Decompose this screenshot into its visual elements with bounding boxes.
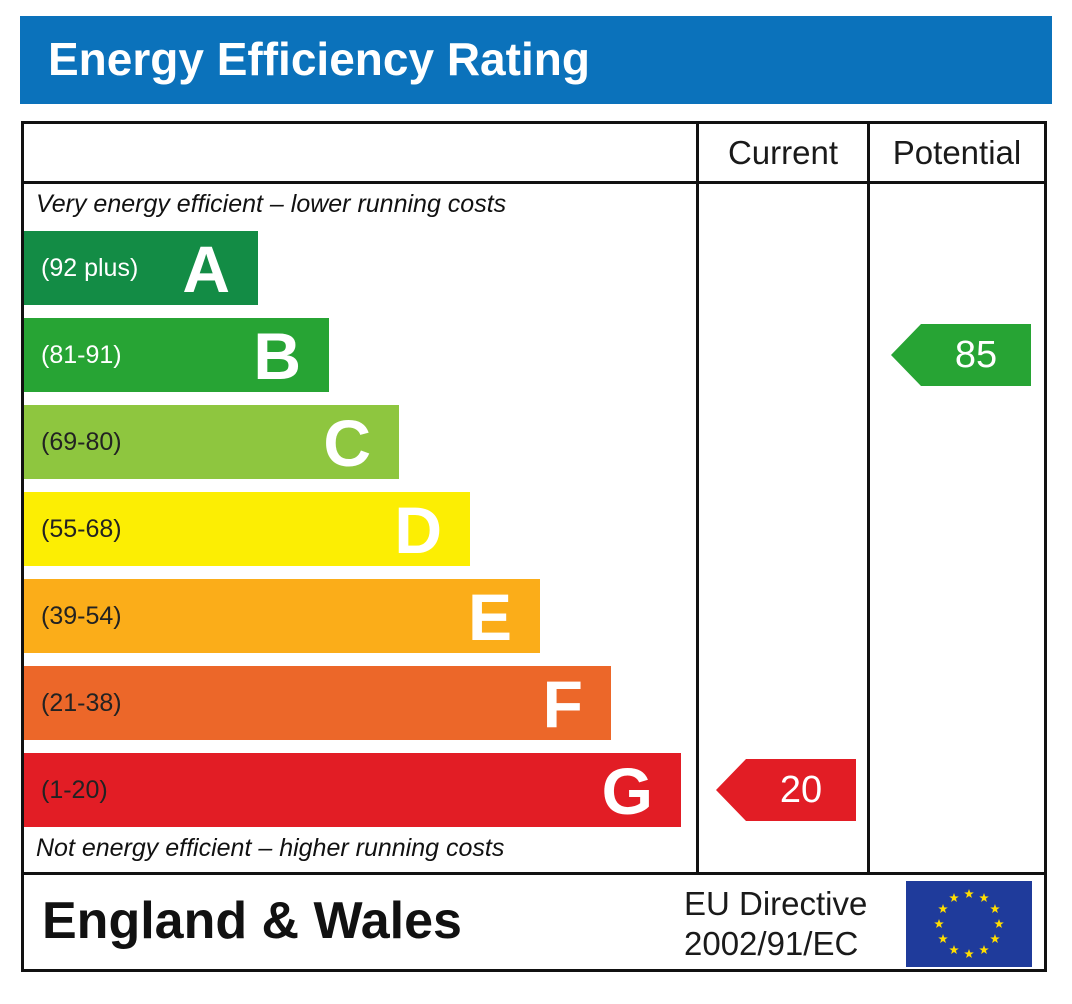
eu-star-icon: [938, 904, 948, 914]
band-a: (92 plus) A: [24, 231, 258, 306]
header-row-divider: [21, 181, 1047, 184]
potential-rating-marker-value: 85: [954, 334, 998, 376]
header-bar: Energy Efficiency Rating: [20, 16, 1052, 104]
band-range-label: (69-80): [41, 428, 122, 456]
eu-flag-icon: [906, 881, 1032, 967]
eu-star-icon: [949, 893, 959, 903]
column-header-potential: Potential: [892, 134, 1022, 171]
eu-star-icon: [934, 919, 944, 929]
band-range-label: (81-91): [41, 341, 122, 369]
band-letter: D: [394, 493, 442, 567]
band-range-label: (55-68): [41, 515, 122, 543]
eu-star-icon: [964, 949, 974, 959]
current-rating-marker-value: 20: [779, 769, 823, 811]
band-letter: E: [467, 580, 512, 654]
band-b: (81-91) B: [24, 318, 329, 393]
caption-efficient: Very energy efficient – lower running co…: [36, 190, 507, 218]
column-header-current: Current: [727, 134, 839, 171]
band-letter: B: [253, 319, 301, 393]
eu-star-icon: [964, 889, 974, 899]
band-letter: G: [601, 754, 653, 828]
band-range-label: (21-38): [41, 689, 122, 717]
current-rating-marker-arrow: [716, 759, 856, 821]
current-rating-marker: 20: [716, 759, 856, 821]
page-title: Energy Efficiency Rating: [48, 33, 590, 85]
band-letter: C: [323, 406, 371, 480]
band-letter: A: [182, 232, 230, 306]
eu-star-icon: [979, 893, 989, 903]
eu-star-icon: [949, 944, 959, 955]
band-letter: F: [542, 667, 583, 741]
eu-star-icon: [938, 934, 948, 944]
rating-frame: [21, 121, 1047, 972]
directive-line-1: EU Directive: [684, 885, 868, 922]
directive-line-2: 2002/91/EC: [684, 925, 859, 962]
band-d: (55-68) D: [24, 492, 470, 567]
eu-star-icon: [990, 934, 1000, 944]
band-range-label: (39-54): [41, 602, 122, 630]
potential-rating-marker-arrow: [891, 324, 1031, 386]
band-c: (69-80) C: [24, 405, 399, 480]
caption-inefficient: Not energy efficient – higher running co…: [36, 834, 505, 862]
column-divider-left: [696, 121, 699, 875]
eu-directive: EU Directive 2002/91/EC: [684, 884, 867, 964]
band-range-label: (92 plus): [41, 254, 139, 282]
region-label: England & Wales: [42, 892, 462, 950]
band-range-label: (1-20): [41, 776, 108, 804]
band-e: (39-54) E: [24, 579, 540, 654]
band-f: (21-38) F: [24, 666, 611, 741]
potential-rating-marker: 85: [891, 324, 1031, 386]
column-divider-right: [867, 121, 870, 875]
eu-star-icon: [990, 904, 1000, 914]
eu-star-icon: [994, 919, 1004, 929]
band-g: (1-20) G: [24, 753, 681, 828]
eu-star-icon: [979, 944, 989, 955]
footer-row-divider: [21, 872, 1047, 875]
